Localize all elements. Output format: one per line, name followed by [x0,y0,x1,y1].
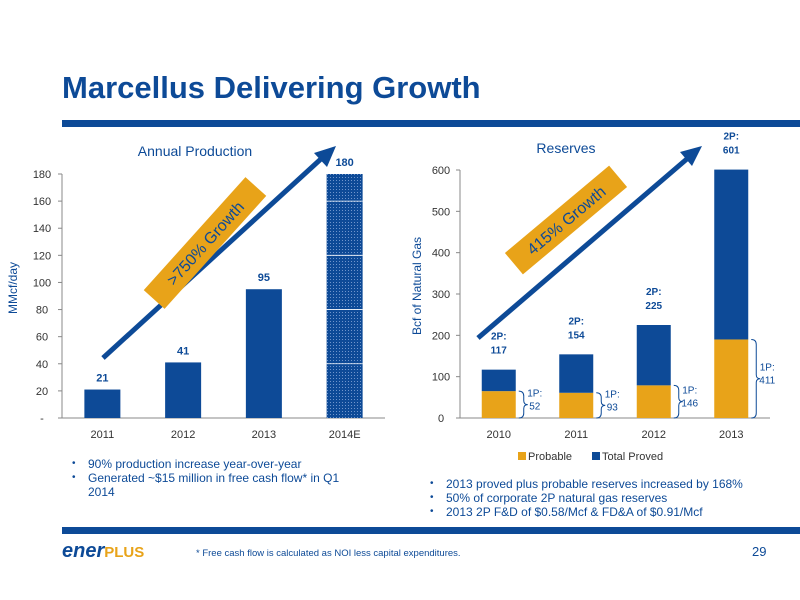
chart-title: Reserves [536,140,595,156]
production-chart: Annual Production MMcf/day - 20 40 60 80 100 120… [6,143,385,441]
y-tick-label: 400 [432,248,450,260]
x-tick-label: 2011 [564,429,588,441]
bar-proved [636,325,671,386]
data-label: 95 [258,272,270,284]
bar-probable [636,385,671,418]
data-label: 21 [96,373,108,385]
reserves-bullets: 2013 proved plus probable reserves incre… [420,477,790,519]
y-tick-label: 20 [36,386,48,398]
reserves-chart: Reserves Bcf of Natural Gas 0 100 200 300 400 5… [410,132,776,463]
bar-proved [481,369,516,392]
bar-probable [481,391,516,418]
growth-banner: >750% Growth [143,177,267,309]
bracket [751,338,761,419]
data-label-1p: 1P: 411 [759,363,775,387]
data-label-2p: 2P: 601 [723,132,740,157]
y-axis-label: Bcf of Natural Gas [410,237,424,335]
bullet-item: 90% production increase year-over-year [62,457,392,471]
legend-swatch-proved [592,452,600,460]
bar [245,289,282,418]
footer-divider [62,527,800,534]
growth-banner-text: 415% Growth [524,183,609,258]
x-tick-label: 2013 [719,429,743,441]
enerplus-logo: enerPLUS [62,540,145,562]
bracket [596,392,606,419]
bullet-item: 2013 2P F&D of $0.58/Mcf & FD&A of $0.91… [420,505,790,519]
production-bullets: 90% production increase year-over-year G… [62,457,392,499]
x-tick-label: 2014E [329,429,361,441]
bar [165,362,202,418]
bullet-item: Generated ~$15 million in free cash flow… [62,471,358,499]
growth-arrow-head [314,146,336,167]
title-divider [62,120,800,127]
y-tick-label: 100 [432,372,450,384]
y-tick-label: 600 [432,165,450,177]
y-tick-label: 180 [33,169,51,181]
bullet-item: 50% of corporate 2P natural gas reserves [420,491,790,505]
y-tick-label: 200 [432,330,450,342]
bar [84,389,121,418]
growth-banner-box [504,165,628,275]
data-label: 41 [177,345,189,357]
x-tick-label: 2013 [252,429,276,441]
y-tick-label: 300 [432,289,450,301]
bar-proved [559,354,594,393]
y-tick-label: 0 [438,413,444,425]
data-label-2p: 2P: 154 [568,316,585,341]
data-label-1p: 1P: 52 [527,389,542,413]
legend-label-probable: Probable [528,451,572,463]
data-label-1p: 1P: 93 [605,389,620,413]
y-tick-label: 60 [36,332,48,344]
growth-arrow-head [680,146,702,166]
bracket [518,390,528,419]
x-tick-label: 2012 [642,429,666,441]
bar-probable [559,392,594,418]
y-axis-label: MMcf/day [6,262,20,314]
y-tick-label: 120 [33,250,51,262]
x-tick-label: 2010 [487,429,511,441]
growth-banner: 415% Growth [504,165,628,275]
growth-arrow [476,156,690,340]
y-tick-label: 500 [432,206,450,218]
y-tick-label: 160 [33,196,51,208]
data-label: 180 [335,157,353,169]
bracket [673,384,683,419]
page-number: 29 [752,544,767,559]
bar [326,174,363,418]
x-tick-label: 2012 [171,429,195,441]
footnote: * Free cash flow is calculated as NOI le… [196,548,461,559]
bar-probable [714,339,749,418]
growth-arrow [101,156,324,360]
chart-title: Annual Production [138,143,252,159]
legend-label-proved: Total Proved [602,451,663,463]
x-tick-label: 2011 [91,429,115,441]
growth-banner-text: >750% Growth [164,199,248,289]
page-title: Marcellus Delivering Growth [62,70,481,105]
y-tick-label: - [40,413,44,425]
y-tick-label: 80 [36,305,48,317]
y-tick-label: 140 [33,223,51,235]
data-label-2p: 2P: 225 [645,287,662,312]
data-label-2p: 2P: 117 [491,332,508,357]
growth-banner-box [143,177,267,309]
legend-swatch-probable [518,452,526,460]
bar-proved [714,169,749,340]
charts-canvas: Annual Production MMcf/day - 20 40 60 80 100 120… [6,132,776,463]
y-tick-label: 40 [36,359,48,371]
data-label-1p: 1P: 146 [681,386,698,410]
y-tick-label: 100 [33,277,51,289]
bullet-item: 2013 proved plus probable reserves incre… [420,477,790,491]
